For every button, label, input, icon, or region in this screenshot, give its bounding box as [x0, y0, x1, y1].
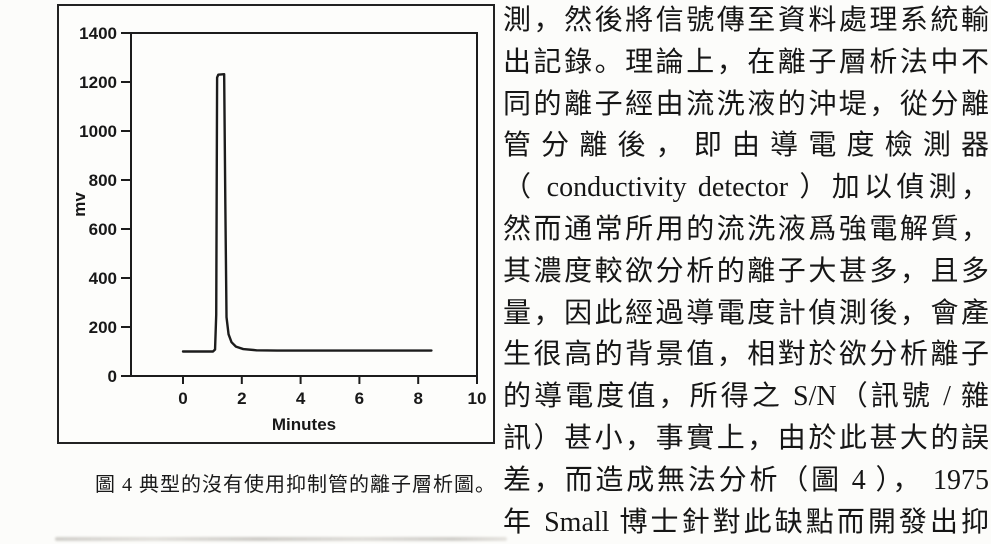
- x-tick-label: 2: [237, 389, 246, 408]
- y-tick-label: 0: [108, 367, 117, 386]
- x-axis-label: Minutes: [272, 415, 336, 434]
- figure-caption: 圖 4 典型的沒有使用抑制管的離子層析圖。: [95, 474, 496, 496]
- text-line: 的導電度值，所得之 S/N（訊號 / 雜: [503, 381, 989, 413]
- text-line: 生很高的背景值，相對於欲分析離子: [503, 339, 989, 371]
- y-tick-label: 600: [89, 220, 117, 239]
- body-text-column: 測，然後將信號傳至資料處理系統輸 出記錄。理論上，在離子層析法中不 同的離子經由…: [503, 0, 989, 544]
- signal-trace: [181, 72, 433, 353]
- y-axis-label: mv: [70, 192, 89, 217]
- x-tick-label: 10: [468, 389, 487, 408]
- text-line: （ conductivity detector ）加以偵測，: [503, 172, 989, 204]
- y-tick-label: 400: [89, 269, 117, 288]
- text-line: 管分離後，即由導電度檢測器: [503, 130, 989, 162]
- y-tick-label: 1200: [79, 73, 117, 92]
- cutoff-text-smear: [55, 537, 507, 541]
- figure-4-box: 0 200 400 600 800 1000 1200 1400 0 2 4 6 8 10 mv Minute…: [57, 4, 495, 444]
- x-tick-label: 6: [355, 389, 364, 408]
- y-tick-label: 1000: [79, 122, 117, 141]
- y-tick-label: 200: [89, 318, 117, 337]
- plot-frame: [130, 32, 478, 377]
- text-line: 同的離子經由流洗液的沖堤，從分離: [503, 88, 989, 120]
- x-tick-label: 8: [413, 389, 422, 408]
- y-tick-label: 1400: [79, 24, 117, 43]
- chromatogram-chart: 0 200 400 600 800 1000 1200 1400 0 2 4 6 8 10 mv Minute…: [70, 24, 487, 434]
- text-line: 差，而造成無法分析（圖 4 ）， 1975: [503, 464, 989, 496]
- text-line: 年 Small 博士針對此缺點而開發出抑: [503, 506, 989, 538]
- y-tick-label: 800: [89, 171, 117, 190]
- text-line: 量，因此經過導電度計偵測後，會產: [503, 297, 989, 329]
- text-line: 然而通常所用的流洗液爲強電解質，: [503, 213, 989, 245]
- x-tick-label: 4: [296, 389, 306, 408]
- text-line: 出記錄。理論上，在離子層析法中不: [503, 46, 989, 78]
- x-tick-label: 0: [178, 389, 187, 408]
- text-line: 測，然後將信號傳至資料處理系統輸: [503, 5, 989, 36]
- text-line: 其濃度較欲分析的離子大甚多，且多: [503, 255, 989, 287]
- text-line: 訊）甚小，事實上，由於此甚大的誤: [503, 422, 989, 454]
